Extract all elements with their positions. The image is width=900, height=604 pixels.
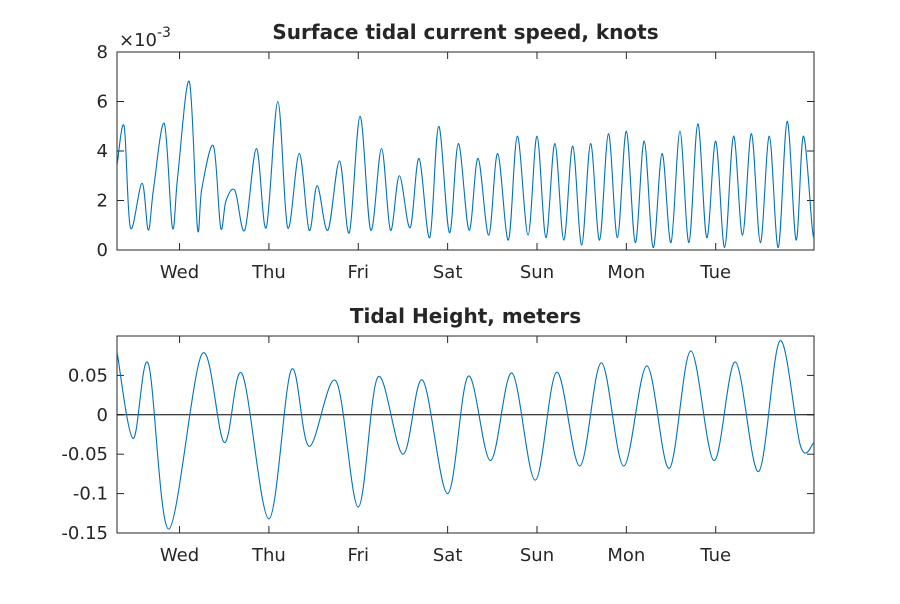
x-tick-label: Fri <box>348 545 369 566</box>
chart-title: Surface tidal current speed, knots <box>272 20 658 44</box>
x-tick-label: Mon <box>607 545 645 566</box>
x-tick-label: Sun <box>520 545 554 566</box>
x-tick-label: Tue <box>699 545 731 566</box>
y-tick-label: 0 <box>97 405 108 426</box>
x-tick-label: Tue <box>699 262 731 283</box>
x-tick-label: Wed <box>160 545 199 566</box>
x-tick-label: Fri <box>348 262 369 283</box>
x-tick-label: Sat <box>433 545 463 566</box>
y-exponent-label: ×10-3 <box>119 25 171 51</box>
x-tick-label: Sat <box>433 262 463 283</box>
y-tick-label: 8 <box>97 42 108 63</box>
y-tick-label: -0.15 <box>61 523 108 544</box>
series-line <box>117 340 814 530</box>
current-speed-plot: Surface tidal current speed, knots ×10-3 0… <box>97 20 815 283</box>
y-tick-label: 6 <box>97 92 108 113</box>
y-tick-label: -0.05 <box>61 444 108 465</box>
y-tick-label: 0 <box>97 240 108 261</box>
x-tick-label: Thu <box>251 545 286 566</box>
axes-box <box>116 335 815 534</box>
tidal-height-plot: Tidal Height, meters -0.15 -0.1 -0.05 0 0.05 W… <box>61 304 815 566</box>
x-tick-label: Thu <box>251 262 286 283</box>
chart-title: Tidal Height, meters <box>350 304 581 328</box>
y-tick-label: -0.1 <box>73 484 108 505</box>
x-tick-label: Sun <box>520 262 554 283</box>
y-tick-label: 4 <box>97 141 108 162</box>
x-tick-label: Wed <box>160 262 199 283</box>
x-tick-label: Mon <box>607 262 645 283</box>
series-line <box>117 80 814 249</box>
axes-box <box>116 51 815 251</box>
y-tick-label: 0.05 <box>68 365 108 386</box>
y-tick-label: 2 <box>97 191 108 212</box>
